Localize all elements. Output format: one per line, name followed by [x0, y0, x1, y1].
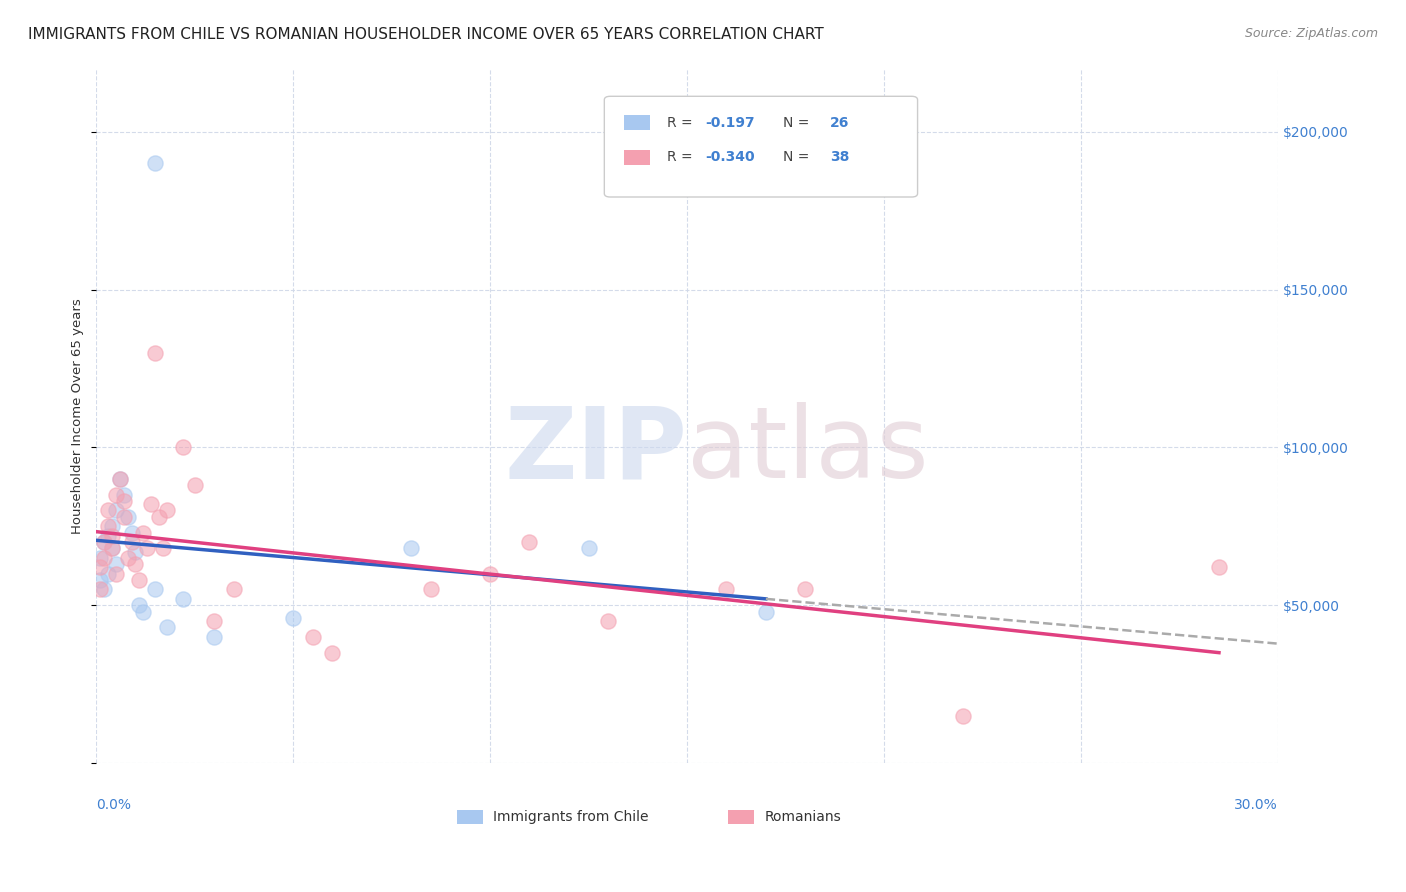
- Point: [128, 573, 150, 587]
- Point: [578, 541, 600, 556]
- Point: [97, 519, 120, 533]
- Point: [321, 646, 343, 660]
- Point: [136, 541, 159, 556]
- Text: -0.340: -0.340: [704, 151, 755, 164]
- Point: [93, 550, 115, 565]
- Point: [121, 525, 143, 540]
- Point: [93, 582, 115, 597]
- Point: [183, 478, 205, 492]
- Point: [97, 503, 120, 517]
- Point: [93, 535, 115, 549]
- Text: N =: N =: [783, 116, 814, 129]
- Point: [1208, 560, 1230, 574]
- Point: [172, 441, 194, 455]
- Text: 30.0%: 30.0%: [1234, 797, 1278, 812]
- Text: 0.0%: 0.0%: [96, 797, 131, 812]
- Point: [952, 708, 974, 723]
- Point: [89, 573, 111, 587]
- Point: [132, 525, 155, 540]
- Point: [148, 509, 170, 524]
- FancyBboxPatch shape: [624, 150, 651, 165]
- Point: [108, 472, 131, 486]
- Point: [143, 345, 166, 359]
- Point: [97, 529, 120, 543]
- Point: [112, 509, 135, 524]
- Point: [117, 550, 139, 565]
- Point: [117, 509, 139, 524]
- Text: R =: R =: [666, 151, 697, 164]
- Text: Immigrants from Chile: Immigrants from Chile: [494, 810, 648, 823]
- Point: [112, 494, 135, 508]
- Point: [101, 541, 124, 556]
- Point: [128, 598, 150, 612]
- Point: [156, 503, 179, 517]
- Point: [172, 591, 194, 606]
- Text: Source: ZipAtlas.com: Source: ZipAtlas.com: [1244, 27, 1378, 40]
- Point: [401, 541, 423, 556]
- Point: [156, 620, 179, 634]
- Point: [108, 472, 131, 486]
- Point: [202, 614, 225, 628]
- Point: [598, 614, 620, 628]
- Text: 26: 26: [830, 116, 849, 129]
- FancyBboxPatch shape: [605, 96, 918, 197]
- Point: [755, 605, 778, 619]
- Point: [112, 488, 135, 502]
- Text: N =: N =: [783, 151, 814, 164]
- Point: [89, 550, 111, 565]
- Point: [93, 535, 115, 549]
- Point: [143, 156, 166, 170]
- Point: [89, 582, 111, 597]
- FancyBboxPatch shape: [624, 115, 651, 130]
- Point: [794, 582, 817, 597]
- FancyBboxPatch shape: [728, 810, 755, 824]
- Text: R =: R =: [666, 116, 697, 129]
- Point: [222, 582, 245, 597]
- Text: ZIP: ZIP: [505, 402, 688, 499]
- Point: [121, 535, 143, 549]
- Point: [104, 557, 127, 571]
- Text: Romanians: Romanians: [765, 810, 842, 823]
- FancyBboxPatch shape: [457, 810, 482, 824]
- Point: [89, 560, 111, 574]
- Point: [97, 566, 120, 581]
- Point: [519, 535, 541, 549]
- Point: [143, 582, 166, 597]
- Point: [479, 566, 502, 581]
- Point: [420, 582, 443, 597]
- Point: [104, 566, 127, 581]
- Point: [202, 630, 225, 644]
- Text: -0.197: -0.197: [704, 116, 755, 129]
- Point: [301, 630, 323, 644]
- Point: [101, 541, 124, 556]
- Point: [101, 529, 124, 543]
- Text: IMMIGRANTS FROM CHILE VS ROMANIAN HOUSEHOLDER INCOME OVER 65 YEARS CORRELATION C: IMMIGRANTS FROM CHILE VS ROMANIAN HOUSEH…: [28, 27, 824, 42]
- Point: [104, 503, 127, 517]
- Point: [104, 488, 127, 502]
- Text: atlas: atlas: [688, 402, 929, 499]
- Y-axis label: Householder Income Over 65 years: Householder Income Over 65 years: [72, 298, 84, 533]
- Point: [132, 605, 155, 619]
- Point: [281, 611, 304, 625]
- Point: [141, 497, 163, 511]
- Point: [152, 541, 174, 556]
- Point: [124, 544, 146, 558]
- Point: [716, 582, 738, 597]
- Text: 38: 38: [830, 151, 849, 164]
- Point: [101, 519, 124, 533]
- Point: [124, 557, 146, 571]
